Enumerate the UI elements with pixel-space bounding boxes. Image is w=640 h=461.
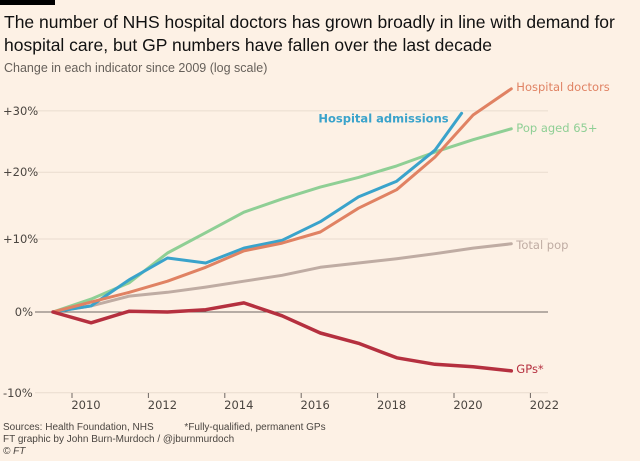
x-tick-label: 2018: [377, 398, 406, 412]
x-tick-label: 2014: [224, 398, 253, 412]
chart-subtitle: Change in each indicator since 2009 (log…: [4, 61, 268, 75]
y-tick-label: +30%: [3, 104, 38, 118]
chart-header: The number of NHS hospital doctors has g…: [4, 11, 640, 76]
x-tick-label: 2016: [301, 398, 330, 412]
series-label-pop-aged-65: Pop aged 65+: [516, 121, 597, 135]
series-label-hospital-doctors: Hospital doctors: [516, 80, 610, 94]
sources-text: Sources: Health Foundation, NHS: [3, 422, 154, 433]
y-tick-label: +10%: [3, 232, 38, 246]
series-line-gps: [51, 301, 514, 373]
series-line-total-pop: [51, 242, 513, 314]
x-tick-label: 2020: [453, 398, 482, 412]
footnote-text: *Fully-qualified, permanent GPs: [184, 422, 326, 433]
series-label-hospital-admissions: Hospital admissions: [318, 111, 448, 125]
series-line-hospital-admissions: [51, 111, 464, 314]
chart-title: The number of NHS hospital doctors has g…: [4, 12, 615, 55]
x-tick-label: 2012: [148, 398, 177, 412]
footer-sources: Sources: Health Foundation, NHS *Fully-q…: [3, 422, 326, 434]
x-tick-label: 2010: [71, 398, 100, 412]
ft-brand-bar: [0, 0, 55, 5]
y-tick-label: 0%: [15, 305, 33, 319]
chart-footer: Sources: Health Foundation, NHS *Fully-q…: [3, 422, 326, 458]
y-tick-label: +20%: [3, 165, 38, 179]
footer-copyright: © FT: [3, 446, 26, 457]
series-label-total-pop: Total pop: [515, 238, 568, 252]
footer-credit: FT graphic by John Burn-Murdoch / @jburn…: [3, 434, 235, 445]
series-label-gps: GPs*: [516, 362, 544, 376]
x-tick-label: 2022: [530, 398, 559, 412]
y-tick-label: -10%: [3, 386, 33, 400]
